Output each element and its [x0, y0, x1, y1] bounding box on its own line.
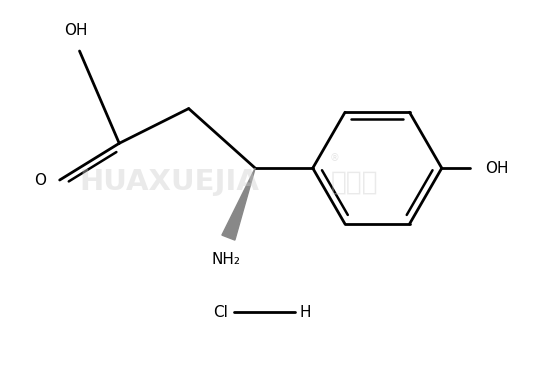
Text: ®: ® — [330, 153, 339, 163]
Polygon shape — [222, 168, 255, 240]
Text: 化学品: 化学品 — [331, 169, 379, 195]
Text: Cl: Cl — [213, 305, 228, 319]
Text: H: H — [299, 305, 311, 319]
Text: NH₂: NH₂ — [212, 252, 241, 268]
Text: OH: OH — [486, 160, 509, 176]
Text: OH: OH — [64, 23, 87, 38]
Text: HUAXUEJIA: HUAXUEJIA — [79, 168, 259, 196]
Text: O: O — [34, 173, 46, 188]
